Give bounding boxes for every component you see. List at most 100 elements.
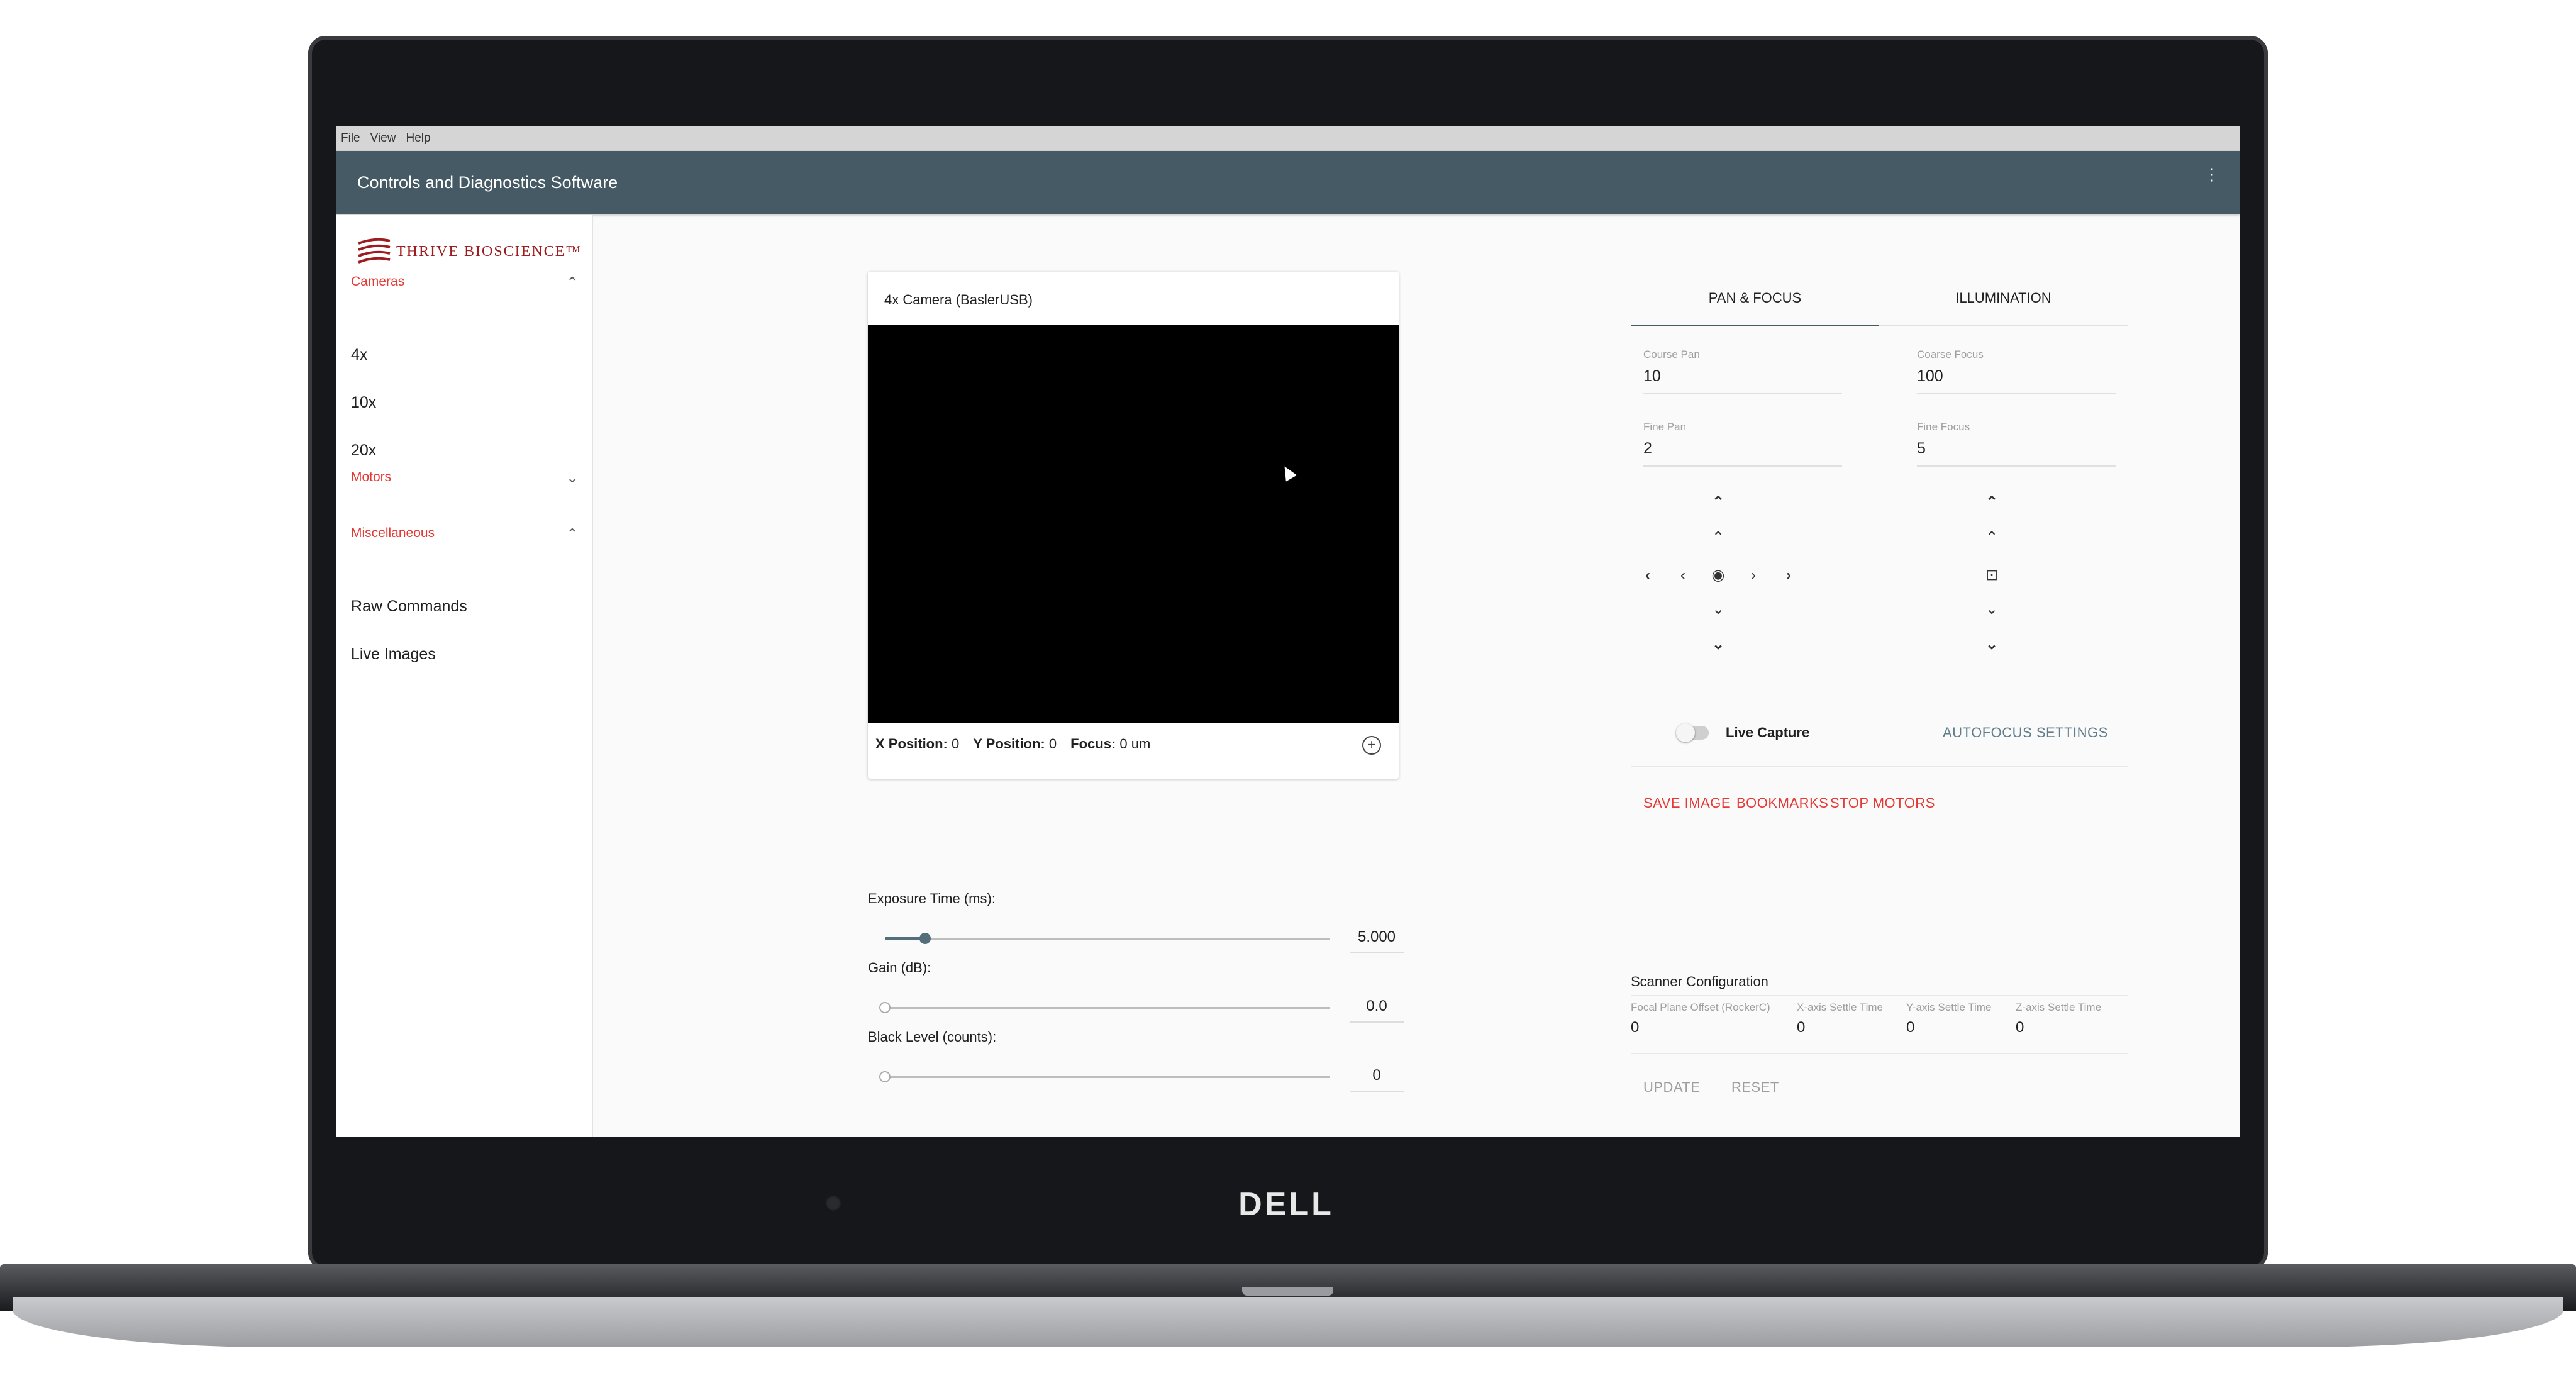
- fine-pan-label: Fine Pan: [1643, 421, 1687, 433]
- nav-section-label: Cameras: [351, 274, 405, 289]
- exposure-value[interactable]: 5.000: [1350, 928, 1404, 953]
- sidebar-item-raw-commands[interactable]: Raw Commands: [351, 598, 467, 615]
- menu-view[interactable]: View: [370, 131, 396, 145]
- control-tabs: PAN & FOCUS ILLUMINATION: [1631, 272, 2128, 326]
- exposure-label: Exposure Time (ms):: [868, 891, 996, 906]
- sidebar: THRIVE BIOSCIENCE™ Cameras ⌃ 4x 10x 20x …: [336, 215, 593, 1137]
- thrive-logo-mark-icon: [358, 238, 391, 264]
- pan-right-coarse-icon[interactable]: ›: [1786, 567, 1791, 584]
- gain-slider-thumb[interactable]: [879, 1002, 891, 1013]
- focal-plane-offset-field[interactable]: Focal Plane Offset (RockerC) 0: [1631, 1001, 1794, 1037]
- pan-down-coarse-icon[interactable]: ⌄: [1711, 636, 1725, 653]
- sidebar-item-10x[interactable]: 10x: [351, 394, 377, 411]
- coarse-focus-label: Coarse Focus: [1917, 348, 1984, 360]
- course-pan-value[interactable]: 10: [1643, 367, 1661, 385]
- camera-title: 4x Camera (BaslerUSB): [884, 292, 1033, 308]
- fine-focus-label: Fine Focus: [1917, 421, 1970, 433]
- pan-up-fine-icon[interactable]: ⌃: [1711, 529, 1725, 546]
- chevron-up-icon: ⌃: [566, 526, 578, 542]
- x-axis-settle-label: X-axis Settle Time: [1797, 1001, 1883, 1013]
- black-level-slider-track[interactable]: [885, 1076, 1330, 1078]
- camera-card: 4x Camera (BaslerUSB) X Position: 0 Y Po…: [868, 272, 1399, 779]
- coarse-focus-field[interactable]: Coarse Focus 100: [1917, 348, 2116, 394]
- nav-section-motors[interactable]: Motors ⌄: [336, 461, 592, 494]
- y-axis-settle-label: Y-axis Settle Time: [1906, 1001, 1992, 1013]
- black-level-value[interactable]: 0: [1350, 1067, 1404, 1092]
- fine-focus-field[interactable]: Fine Focus 5: [1917, 421, 2116, 467]
- bookmarks-button[interactable]: BOOKMARKS: [1736, 795, 1829, 811]
- focus-up-coarse-icon[interactable]: ⌃: [1985, 494, 1999, 511]
- x-axis-settle-value[interactable]: 0: [1797, 1019, 1806, 1036]
- sidebar-item-4x[interactable]: 4x: [351, 346, 368, 364]
- nav-section-cameras[interactable]: Cameras ⌃: [336, 265, 592, 298]
- dell-logo: DELL: [1238, 1186, 1334, 1223]
- coarse-focus-value[interactable]: 100: [1917, 367, 1943, 385]
- toggle-knob: [1676, 723, 1695, 742]
- menu-help[interactable]: Help: [406, 131, 431, 145]
- pan-left-fine-icon[interactable]: ‹: [1680, 567, 1685, 584]
- exposure-slider-track[interactable]: [885, 938, 1330, 940]
- pan-left-coarse-icon[interactable]: ‹: [1645, 567, 1650, 584]
- exposure-slider-thumb[interactable]: [919, 933, 931, 944]
- y-position-value: 0: [1048, 736, 1057, 752]
- fine-pan-field[interactable]: Fine Pan 2: [1643, 421, 1842, 467]
- focus-down-coarse-icon[interactable]: ⌄: [1985, 636, 1999, 653]
- chevron-down-icon: ⌄: [566, 470, 578, 486]
- live-capture-label: Live Capture: [1726, 725, 1810, 740]
- x-position-value: 0: [952, 736, 960, 752]
- x-position-label: X Position:: [875, 736, 948, 752]
- nav-section-label: Motors: [351, 470, 392, 484]
- camera-feed[interactable]: [868, 325, 1399, 723]
- z-axis-settle-label: Z-axis Settle Time: [2016, 1001, 2102, 1013]
- chevron-up-icon: ⌃: [566, 274, 578, 290]
- focal-plane-offset-value[interactable]: 0: [1631, 1019, 1640, 1036]
- z-axis-settle-value[interactable]: 0: [2016, 1019, 2024, 1036]
- pan-right-fine-icon[interactable]: ›: [1751, 567, 1756, 584]
- logo-text: THRIVE BIOSCIENCE™: [396, 243, 582, 260]
- menu-file[interactable]: File: [341, 131, 360, 145]
- scanner-config-title: Scanner Configuration: [1631, 974, 1768, 989]
- divider: [1631, 995, 2128, 996]
- sidebar-item-20x[interactable]: 20x: [351, 442, 377, 459]
- focus-value: 0 um: [1119, 736, 1151, 752]
- y-axis-settle-field[interactable]: Y-axis Settle Time 0: [1906, 1001, 2013, 1037]
- divider: [1631, 1053, 2128, 1054]
- thrive-logo: THRIVE BIOSCIENCE™: [357, 234, 582, 269]
- pan-up-coarse-icon[interactable]: ⌃: [1711, 494, 1725, 511]
- app-screen: File View Help Controls and Diagnostics …: [336, 126, 2240, 1137]
- focus-down-fine-icon[interactable]: ⌄: [1985, 601, 1999, 618]
- nav-section-miscellaneous[interactable]: Miscellaneous ⌃: [336, 517, 592, 550]
- pan-down-fine-icon[interactable]: ⌄: [1711, 601, 1725, 618]
- focus-up-fine-icon[interactable]: ⌃: [1985, 529, 1999, 546]
- focus-label: Focus:: [1070, 736, 1116, 752]
- more-vert-icon[interactable]: ⋮: [2204, 165, 2220, 184]
- save-image-button[interactable]: SAVE IMAGE: [1643, 795, 1731, 811]
- stop-motors-button[interactable]: STOP MOTORS: [1830, 795, 1935, 811]
- webcam-icon: [825, 1195, 841, 1211]
- black-level-label: Black Level (counts):: [868, 1029, 997, 1045]
- mouse-cursor-icon: [1279, 463, 1297, 482]
- app-bar: Controls and Diagnostics Software ⋮: [336, 151, 2240, 214]
- live-capture-toggle[interactable]: [1676, 723, 1709, 742]
- sidebar-item-live-images[interactable]: Live Images: [351, 645, 436, 663]
- update-button[interactable]: UPDATE: [1643, 1079, 1701, 1095]
- tab-pan-focus[interactable]: PAN & FOCUS: [1631, 272, 1879, 326]
- autofocus-settings-button[interactable]: AUTOFOCUS SETTINGS: [1943, 725, 2108, 740]
- course-pan-field[interactable]: Course Pan 10: [1643, 348, 1842, 394]
- y-position-label: Y Position:: [973, 736, 1045, 752]
- autofocus-icon[interactable]: ⊡: [1985, 567, 1999, 584]
- camera-status: X Position: 0 Y Position: 0 Focus: 0 um: [875, 736, 1150, 752]
- fine-pan-value[interactable]: 2: [1643, 440, 1652, 457]
- z-axis-settle-field[interactable]: Z-axis Settle Time 0: [2016, 1001, 2123, 1037]
- fine-focus-value[interactable]: 5: [1917, 440, 1926, 457]
- focal-plane-offset-label: Focal Plane Offset (RockerC): [1631, 1001, 1770, 1013]
- x-axis-settle-field[interactable]: X-axis Settle Time 0: [1797, 1001, 1904, 1037]
- gain-value[interactable]: 0.0: [1350, 998, 1404, 1023]
- black-level-slider-thumb[interactable]: [879, 1071, 891, 1082]
- zoom-in-icon[interactable]: +: [1362, 736, 1381, 755]
- pan-center-icon[interactable]: ◉: [1711, 567, 1725, 584]
- y-axis-settle-value[interactable]: 0: [1906, 1019, 1915, 1036]
- reset-button[interactable]: RESET: [1731, 1079, 1779, 1095]
- gain-slider-track[interactable]: [885, 1007, 1330, 1009]
- tab-illumination[interactable]: ILLUMINATION: [1955, 290, 2051, 306]
